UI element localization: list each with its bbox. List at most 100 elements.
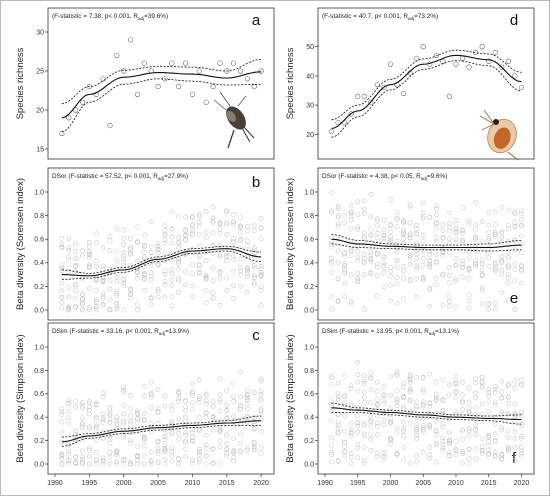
data-point — [381, 384, 387, 390]
data-point — [447, 210, 452, 216]
data-point — [486, 409, 492, 415]
data-point — [348, 430, 354, 436]
data-point — [368, 419, 374, 425]
data-point — [196, 220, 202, 225]
data-point — [342, 293, 348, 299]
data-point — [128, 292, 133, 297]
data-point — [401, 90, 407, 96]
data-point — [355, 423, 361, 429]
data-point — [479, 245, 485, 251]
data-point — [141, 452, 147, 458]
data-point — [251, 223, 257, 229]
data-point — [203, 401, 209, 407]
data-point — [224, 250, 230, 256]
data-point — [492, 269, 498, 274]
data-point — [121, 384, 127, 390]
data-point — [217, 243, 223, 249]
data-point — [453, 237, 459, 243]
data-point — [401, 263, 406, 269]
data-point — [361, 400, 367, 406]
data-point — [155, 420, 161, 426]
data-point — [440, 234, 446, 240]
data-point — [420, 276, 426, 282]
data-point — [355, 388, 361, 394]
data-point — [162, 294, 168, 300]
data-point — [368, 432, 374, 438]
data-point — [141, 232, 147, 238]
data-point — [251, 84, 257, 90]
data-point — [114, 52, 120, 58]
data-point — [245, 266, 250, 272]
ci-upper-line — [331, 49, 522, 121]
data-point — [210, 220, 216, 225]
data-point — [329, 450, 334, 455]
data-point — [381, 453, 387, 459]
data-point — [355, 420, 361, 426]
data-point — [335, 425, 341, 431]
data-point — [519, 435, 524, 441]
data-point — [135, 444, 140, 449]
data-point — [414, 422, 420, 427]
data-point — [121, 457, 127, 462]
data-point — [73, 461, 78, 467]
data-point — [447, 240, 452, 246]
data-point — [238, 283, 243, 289]
ci-lower-line — [331, 243, 522, 252]
data-point — [162, 446, 168, 452]
data-point — [407, 202, 413, 208]
fit-line — [331, 238, 522, 249]
data-point — [189, 91, 195, 97]
data-point — [224, 222, 230, 228]
y-tick-label: 50 — [306, 44, 314, 51]
data-point — [183, 404, 188, 410]
data-point — [231, 394, 237, 400]
data-point — [329, 459, 334, 465]
data-point — [155, 241, 161, 246]
data-point — [473, 249, 478, 255]
data-point — [79, 99, 86, 105]
data-point — [217, 399, 223, 405]
data-point — [196, 68, 202, 74]
data-point — [183, 430, 188, 436]
data-point — [100, 294, 106, 299]
data-point — [460, 258, 465, 264]
data-point — [121, 254, 127, 259]
data-point — [231, 423, 237, 429]
data-point — [190, 457, 195, 463]
data-point — [66, 236, 72, 241]
data-point — [148, 390, 154, 396]
data-point — [473, 227, 478, 233]
data-point — [107, 286, 113, 292]
data-point — [329, 375, 334, 381]
data-point — [427, 261, 433, 267]
data-point — [368, 437, 374, 442]
data-point — [453, 446, 459, 452]
y-tick-label: 0.6 — [304, 391, 314, 398]
data-point — [348, 383, 354, 389]
data-point — [479, 271, 485, 277]
y-tick-label: 0.8 — [34, 213, 44, 220]
data-point — [183, 398, 188, 404]
data-point — [342, 393, 348, 399]
data-point — [210, 84, 216, 90]
data-point — [100, 455, 106, 461]
data-point — [460, 238, 465, 244]
data-point — [466, 399, 472, 405]
data-point — [93, 457, 99, 462]
data-point — [460, 449, 465, 455]
data-point — [486, 236, 492, 241]
data-point — [512, 209, 518, 215]
data-point — [238, 369, 243, 375]
data-point — [407, 262, 413, 267]
data-point — [86, 404, 92, 410]
data-point — [169, 303, 175, 309]
data-point — [414, 275, 420, 281]
data-point — [162, 448, 168, 454]
data-point — [348, 461, 354, 467]
data-point — [335, 298, 341, 304]
data-point — [251, 265, 257, 271]
data-point — [80, 437, 85, 443]
data-point — [492, 437, 498, 443]
data-point — [73, 399, 78, 404]
data-point — [499, 259, 505, 265]
